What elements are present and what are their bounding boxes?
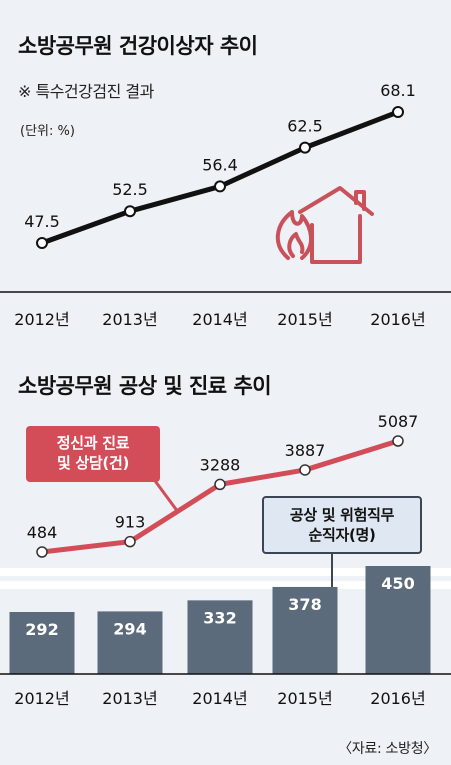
counseling-point: [299, 464, 311, 476]
source-note: 〈자료: 소방청〉: [338, 741, 437, 757]
injury-bar: [97, 611, 163, 674]
injury-x-tick: 2016년: [370, 689, 425, 708]
health-line: [41, 109, 399, 246]
health-value-label: 62.5: [287, 117, 323, 136]
line-callout-line1: 정신과 진료: [56, 434, 130, 452]
line-callout-line2: 및 상담(건): [56, 454, 130, 472]
health-point: [124, 205, 136, 218]
counseling-point: [36, 546, 48, 558]
injury-bar-label: 450: [381, 574, 414, 593]
health-point: [36, 237, 48, 249]
bar-callout-line1: 공상 및 위험직무: [289, 506, 395, 524]
injury-x-tick: 2013년: [102, 689, 157, 708]
counseling-point: [214, 478, 226, 491]
health-x-tick: 2013년: [102, 310, 157, 329]
health-x-tick: 2012년: [14, 310, 69, 329]
injury-bar: [187, 600, 253, 674]
line-series-callout: 정신과 진료 및 상담(건): [26, 426, 160, 482]
injury-bar: [272, 586, 338, 674]
injury-chart-panel: 소방공무원 공상 및 진료 추이: [0, 352, 451, 765]
injury-chart-title: 소방공무원 공상 및 진료 추이: [18, 374, 272, 398]
health-value-label: 47.5: [24, 212, 60, 231]
counseling-value-label: 5087: [378, 412, 419, 431]
health-chart-title: 소방공무원 건강이상자 추이: [18, 34, 258, 58]
bar-callout-line2: 순직자(명): [308, 526, 376, 544]
counseling-value-label: 484: [27, 523, 58, 542]
health-point: [299, 141, 311, 154]
injury-bar-label: 378: [288, 595, 321, 614]
injury-bar: [9, 612, 75, 674]
health-chart-panel: 소방공무원 건강이상자 추이 ※ 특수건강검진 결과 (단위: %): [0, 0, 451, 352]
health-value-label: 56.4: [202, 155, 238, 174]
counseling-value-label: 913: [115, 513, 146, 532]
injury-bar-label: 294: [113, 619, 146, 638]
health-x-tick: 2015년: [277, 310, 332, 329]
injury-x-tick: 2012년: [14, 689, 69, 708]
axis-break-band: [0, 568, 451, 576]
health-x-tick: 2014년: [192, 310, 247, 329]
bar-series-callout: 공상 및 위험직무 순직자(명): [262, 496, 422, 554]
injury-x-tick: 2015년: [277, 689, 332, 708]
health-x-tick: 2016년: [370, 310, 425, 329]
health-point: [392, 106, 404, 118]
fire-house-icon: [276, 186, 374, 264]
injury-bar-label: 332: [203, 608, 236, 627]
counseling-point: [124, 535, 136, 548]
health-chart-subtitle: ※ 특수건강검진 결과: [18, 82, 154, 101]
injury-x-tick: 2014년: [192, 689, 247, 708]
health-value-label: 68.1: [380, 81, 416, 100]
health-point: [214, 180, 226, 193]
health-value-label: 52.5: [112, 180, 148, 199]
counseling-point: [392, 435, 404, 447]
health-chart-unit: (단위: %): [20, 124, 75, 139]
axis-break-band: [0, 581, 451, 589]
counseling-value-label: 3887: [285, 441, 326, 460]
counseling-value-label: 3288: [200, 455, 241, 474]
injury-bar: [365, 566, 431, 674]
injury-bar-label: 292: [25, 620, 58, 639]
